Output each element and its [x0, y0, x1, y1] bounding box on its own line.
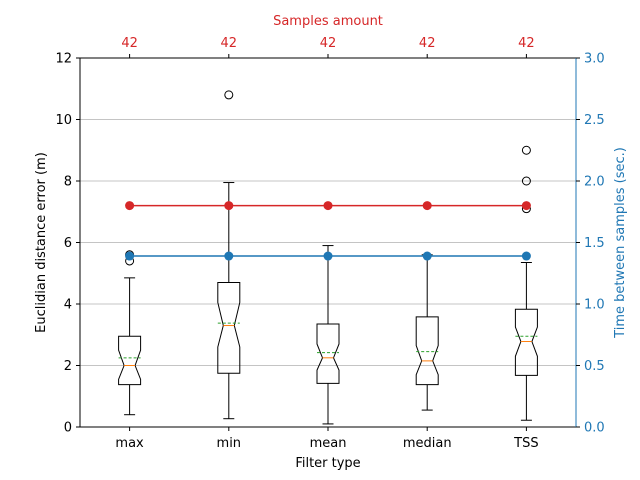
blue-series-point: [125, 251, 135, 261]
red-series-point: [521, 201, 531, 211]
top-tick-label: 42: [419, 36, 436, 51]
x-tick-label: median: [403, 436, 452, 451]
y2-tick-label: 3.0: [584, 52, 605, 67]
top-tick-label: 42: [221, 36, 238, 51]
grid-lines: [80, 119, 576, 366]
series-lines: [125, 201, 531, 261]
box-mean: [316, 323, 340, 384]
boxplots: [118, 90, 538, 425]
top-tick-label: 42: [320, 36, 337, 51]
outlier-point: [521, 176, 531, 186]
x-tick-label: mean: [310, 436, 347, 451]
x-axis-label: Filter type: [295, 456, 360, 471]
y2-tick-label: 0.0: [584, 421, 605, 436]
y-tick-label: 6: [64, 236, 72, 251]
top-tick-label: 42: [518, 36, 535, 51]
y2-tick-label: 2.0: [584, 175, 605, 190]
x-tick-label: min: [217, 436, 242, 451]
y2-tick-label: 1.0: [584, 298, 605, 313]
x-tick-label: max: [115, 436, 144, 451]
blue-series-point: [521, 251, 531, 261]
y-tick-label: 4: [64, 298, 72, 313]
top-axis-label: Samples amount: [273, 14, 383, 29]
axes: 0 2 4 6 8 10 12 0.0 0.5 1.0 1.5 2.0 2.5 3.0 max min mean…: [55, 36, 604, 451]
box-TSS: [514, 308, 538, 376]
y2-tick-label: 0.5: [584, 359, 605, 374]
red-series-point: [422, 201, 432, 211]
y2-tick-label: 2.5: [584, 113, 605, 128]
red-series-point: [224, 201, 234, 211]
blue-series-point: [224, 251, 234, 261]
box-median: [415, 316, 439, 386]
x-tick-label: TSS: [513, 436, 538, 451]
blue-series-point: [323, 251, 333, 261]
y-tick-label: 8: [64, 175, 72, 190]
y-axis-label: Euclidian distance error (m): [34, 152, 49, 333]
secondary-y-axis-label: Time between samples (sec.): [613, 147, 628, 339]
top-tick-label: 42: [121, 36, 138, 51]
red-series-point: [323, 201, 333, 211]
outlier-point: [521, 145, 531, 155]
y-tick-label: 10: [55, 113, 72, 128]
box-max: [118, 335, 142, 386]
y-tick-label: 2: [64, 359, 72, 374]
y-tick-label: 12: [55, 52, 72, 67]
red-series-point: [125, 201, 135, 211]
y2-tick-label: 1.5: [584, 236, 605, 251]
blue-series-point: [422, 251, 432, 261]
y-tick-label: 0: [64, 421, 72, 436]
outlier-point: [224, 90, 234, 100]
box-min: [217, 281, 241, 374]
